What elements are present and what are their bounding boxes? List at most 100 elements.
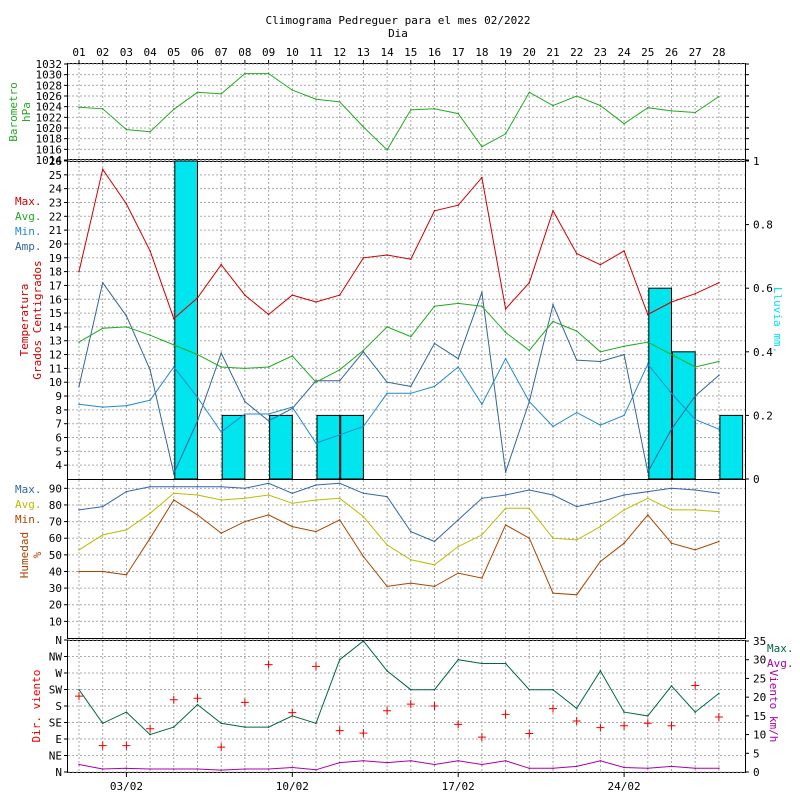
pressure-tick-label: 1014 [36, 154, 63, 167]
pressure-line-point [101, 108, 104, 110]
wind-avg-line-point [410, 759, 412, 762]
pressure-line-point [599, 104, 602, 107]
wind-avg-line-point [386, 761, 388, 764]
temp-amplitude-line-point [694, 395, 696, 397]
humidity-avg-line-point [575, 539, 578, 541]
pressure-tick-label: 1018 [36, 133, 63, 146]
day-label: 23 [594, 46, 607, 59]
temperature-frame [67, 161, 746, 480]
wind-avg-line-point [528, 767, 531, 770]
wind-direction-mark [98, 741, 107, 750]
temperature-legend-item: Max. [15, 195, 42, 208]
wind-max-line-point [575, 707, 578, 710]
temperature-tick-label: 19 [49, 252, 62, 265]
humidity-avg-line-point [386, 544, 388, 546]
humidity-tick-label: 30 [49, 582, 62, 595]
wind-direction-mark [312, 662, 320, 671]
wind-speed-axis-label: Viento km/h [767, 670, 780, 743]
humidity-avg-line-point [291, 502, 294, 505]
pressure-line-point [552, 104, 554, 107]
rain-tick-label: 0 [753, 473, 760, 486]
pressure-line-point [433, 108, 436, 110]
temp-min-line-point [528, 400, 531, 403]
wind-avg-line-point [718, 767, 720, 770]
temp-avg-line-point [718, 360, 720, 363]
humidity-avg-line-point [338, 497, 341, 500]
temp-avg-line-point [220, 366, 222, 368]
temp-max-line-point [718, 281, 720, 284]
humidity-tick-label: 20 [49, 599, 62, 612]
humidity-max-line-point [125, 490, 128, 493]
temp-min-line-point [433, 385, 436, 388]
temp-avg-line-point [315, 381, 317, 384]
pressure-line-point [410, 109, 412, 111]
temp-avg-line-point [528, 349, 531, 352]
humidity-min-line-point [433, 585, 436, 588]
temperature-tick-label: 10 [49, 376, 62, 389]
temperature-tick-label: 4 [55, 459, 62, 472]
humidity-avg-line [78, 492, 719, 566]
day-label: 08 [238, 46, 251, 59]
day-label: 15 [404, 46, 417, 59]
temp-amplitude-line-point [433, 342, 436, 345]
day-label: 24 [617, 46, 631, 59]
temperature-tick-label: 25 [49, 169, 62, 182]
temperature-tick-label: 5 [55, 445, 62, 458]
temperature-tick-label: 16 [49, 293, 62, 306]
wind-max-line-point [694, 711, 696, 713]
wind-direction-mark [383, 706, 392, 715]
pressure-line-point [504, 133, 507, 135]
wind-direction-mark [501, 710, 510, 719]
week-label: 17/02 [442, 780, 475, 793]
temp-amplitude-line-point [599, 360, 602, 363]
temp-avg-line-point [173, 344, 175, 346]
humidity-min-line-point [173, 499, 175, 501]
temp-max-line-point [267, 313, 270, 316]
temp-amplitude-line [78, 281, 720, 476]
wind-avg-line-point [101, 768, 104, 770]
day-label: 18 [475, 46, 488, 59]
temp-amplitude-line-point [552, 303, 554, 306]
humidity-avg-line-point [267, 494, 270, 496]
wind-direction-mark [335, 726, 344, 735]
temperature-unit-label: Grados Centigrados [31, 260, 44, 379]
temperature-tick-label: 14 [49, 321, 63, 334]
humidity-avg-line-point [623, 509, 625, 511]
temperature-tick-label: 9 [55, 390, 62, 403]
wind-direction-tick-label: S [55, 700, 62, 713]
temp-avg-line-point [623, 345, 625, 348]
wind-speed-tick-label: 0 [753, 766, 760, 779]
temp-max-line-point [647, 313, 649, 316]
pressure-line [78, 73, 720, 151]
rain-bar [269, 414, 293, 480]
humidity-min-line-point [528, 537, 531, 540]
day-label: 02 [96, 46, 109, 59]
humidity-tick-label: 60 [49, 532, 62, 545]
temp-avg-line-point [504, 331, 507, 334]
temp-min-line-point [196, 396, 199, 399]
humidity-avg-line-point [196, 494, 199, 496]
wind-avg-line-point [670, 765, 673, 768]
temp-amplitude-line-point [244, 400, 246, 403]
wind-max-line-point [267, 726, 270, 728]
temp-avg-line-point [457, 302, 460, 305]
wind-legend-item: Avg. [767, 657, 794, 670]
temp-max-line-point [528, 281, 531, 284]
humidity-max-line-point [220, 485, 222, 488]
pressure-tick-label: 1032 [36, 58, 63, 71]
wind-direction-tick-label: E [55, 733, 62, 746]
wind-direction-tick-label: N [55, 766, 62, 779]
wind-max-line-point [362, 640, 365, 642]
wind-direction-tick-label: NW [49, 651, 63, 664]
day-label: 22 [570, 46, 583, 59]
temperature-tick-label: 8 [55, 404, 62, 417]
rain-bar [221, 414, 246, 480]
humidity-avg-line-point [362, 515, 365, 518]
wind-max-line-point [149, 733, 151, 736]
wind-speed-tick-label: 20 [753, 691, 766, 704]
temp-min-line-point [457, 366, 460, 368]
humidity-max-line-point [315, 484, 317, 486]
humidity-max-line-point [291, 492, 294, 495]
rain-bar [719, 414, 744, 480]
temp-amplitude-line-point [125, 315, 128, 317]
